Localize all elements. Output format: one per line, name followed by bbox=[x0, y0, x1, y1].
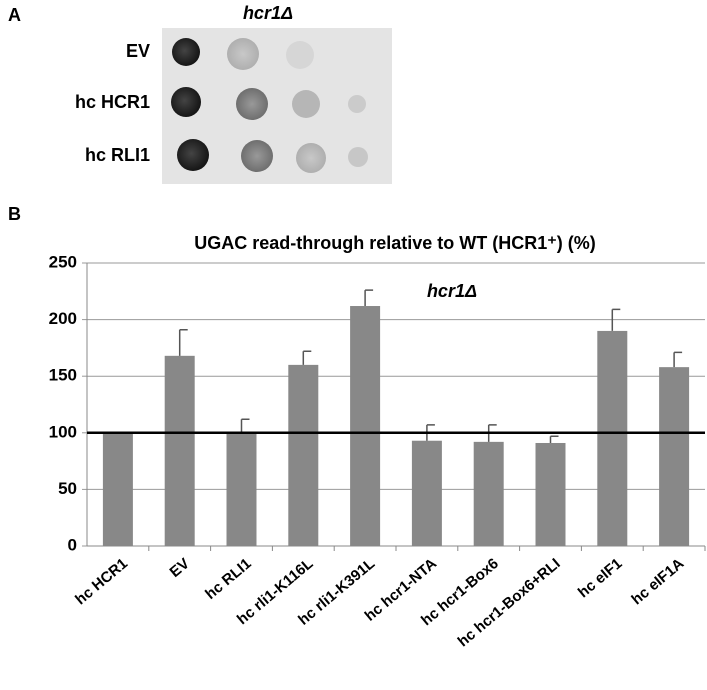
row-label: hc HCR1 bbox=[75, 92, 150, 112]
bar bbox=[597, 330, 628, 546]
panel-label: A bbox=[8, 5, 21, 25]
row-label: hc RLI1 bbox=[85, 145, 150, 165]
x-tick-label: hc hcr1-Box6+RLI bbox=[455, 555, 564, 650]
error-bar bbox=[178, 329, 188, 356]
x-tick-label: hc RLI1 bbox=[202, 555, 254, 603]
panel-title: hcr1Δ bbox=[243, 3, 293, 23]
x-tick-label: hc eIF1 bbox=[575, 555, 626, 601]
chart-title: UGAC read-through relative to WT (HCR1⁺)… bbox=[194, 233, 596, 253]
error-bar bbox=[364, 289, 374, 307]
y-tick-label: 50 bbox=[58, 479, 77, 498]
row-label: EV bbox=[126, 41, 150, 61]
error-bar bbox=[240, 418, 250, 433]
bar bbox=[659, 367, 690, 546]
bar bbox=[350, 306, 381, 546]
x-tick-label: hc eIF1A bbox=[628, 555, 687, 608]
x-tick-label: EV bbox=[167, 555, 193, 581]
error-bar bbox=[549, 435, 559, 443]
error-bar bbox=[673, 351, 683, 368]
spots bbox=[171, 38, 368, 173]
x-tick-label: hc HCR1 bbox=[72, 555, 131, 608]
annotation: hcr1Δ bbox=[427, 281, 477, 301]
bar bbox=[164, 355, 195, 546]
bar bbox=[226, 432, 257, 546]
bar bbox=[411, 440, 442, 546]
error-bar bbox=[611, 308, 621, 331]
y-tick-label: 100 bbox=[49, 422, 77, 441]
bar bbox=[535, 442, 566, 546]
bar bbox=[102, 432, 133, 546]
y-tick-label: 250 bbox=[49, 252, 77, 271]
panel-label: B bbox=[8, 204, 21, 224]
y-tick-label: 150 bbox=[49, 366, 77, 385]
bar bbox=[288, 364, 319, 546]
y-tick-label: 0 bbox=[68, 535, 77, 554]
error-bar bbox=[302, 350, 312, 365]
y-tick-label: 200 bbox=[49, 309, 77, 328]
bar bbox=[473, 441, 504, 546]
